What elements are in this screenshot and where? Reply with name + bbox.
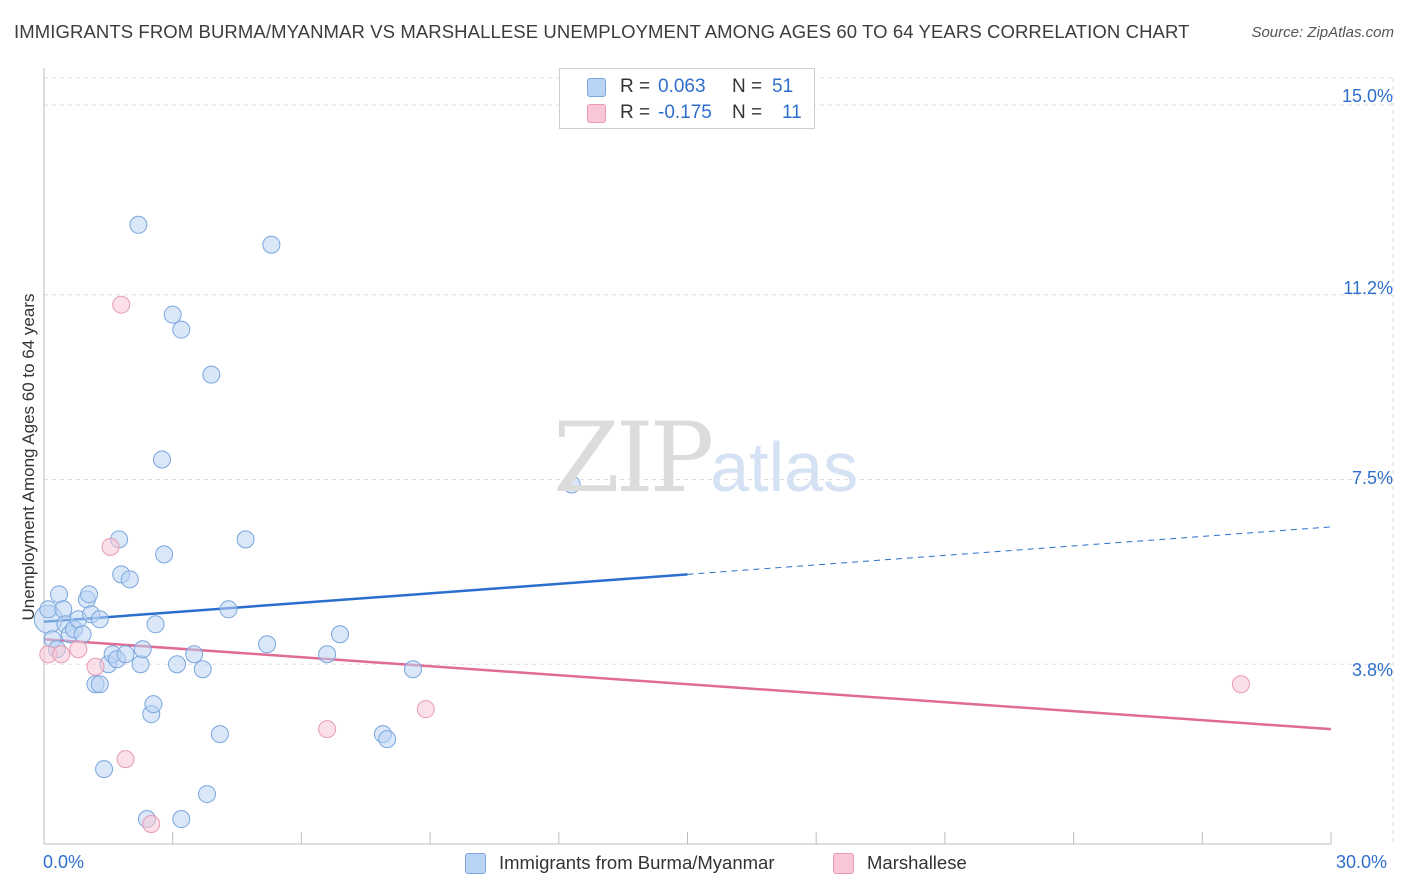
legend-swatch-marshallese bbox=[587, 103, 606, 123]
legend-row-marshallese: R = -0.175 N = 11 bbox=[587, 100, 802, 126]
data-point-burma bbox=[120, 570, 139, 589]
chart-title: IMMIGRANTS FROM BURMA/MYANMAR VS MARSHAL… bbox=[14, 21, 1190, 42]
data-point-burma bbox=[146, 615, 165, 634]
legend-r-value: -0.175 bbox=[658, 102, 712, 123]
data-point-burma bbox=[54, 600, 73, 619]
data-point-burma bbox=[90, 610, 109, 629]
data-point-burma bbox=[198, 785, 217, 804]
data-point-burma bbox=[378, 730, 397, 749]
watermark: ZIPatlas bbox=[553, 402, 858, 514]
y-tick-label: 11.2% bbox=[1343, 278, 1393, 298]
data-point-burma bbox=[129, 215, 148, 234]
bottom-legend-swatch-burma bbox=[465, 852, 486, 874]
legend-r-label: R = bbox=[620, 76, 651, 97]
correlation-legend: R = 0.063 N = 51 R = -0.175 N = 11 bbox=[559, 68, 815, 129]
legend-swatch-burma bbox=[587, 77, 606, 97]
data-point-burma bbox=[73, 625, 92, 644]
data-point-marshallese bbox=[101, 537, 120, 556]
data-point-marshallese bbox=[142, 815, 161, 834]
x-tick-label-max: 30.0% bbox=[1336, 852, 1388, 872]
data-point-marshallese bbox=[318, 720, 337, 739]
y-axis-label: Unemployment Among Ages 60 to 64 years bbox=[19, 293, 38, 621]
data-point-marshallese bbox=[116, 750, 135, 769]
data-point-burma bbox=[50, 585, 69, 604]
data-point-marshallese bbox=[416, 700, 435, 719]
data-point-burma bbox=[318, 645, 337, 664]
data-point-burma bbox=[39, 600, 58, 619]
x-tick-label-min: 0.0% bbox=[43, 852, 85, 872]
data-point-marshallese bbox=[112, 295, 131, 314]
data-point-burma bbox=[90, 675, 109, 694]
legend-n-label: N = bbox=[732, 76, 763, 97]
legend-r-label: R = bbox=[620, 102, 651, 123]
watermark-atlas: atlas bbox=[710, 428, 859, 506]
data-point-marshallese bbox=[69, 640, 88, 659]
legend-r-value: 0.063 bbox=[658, 76, 706, 97]
bottom-legend-label-marshallese: Marshallese bbox=[867, 852, 967, 873]
data-point-burma bbox=[236, 530, 255, 549]
legend-n-value: 11 bbox=[782, 102, 802, 123]
legend-n-label: N = bbox=[732, 102, 763, 123]
data-point-burma bbox=[202, 365, 221, 384]
data-point-burma bbox=[210, 725, 229, 744]
bottom-legend-burma: Immigrants from Burma/Myanmar bbox=[465, 852, 775, 874]
data-point-marshallese bbox=[86, 657, 105, 676]
data-point-burma bbox=[155, 545, 174, 564]
legend-n-value: 51 bbox=[772, 76, 794, 97]
bottom-legend-marshallese: Marshallese bbox=[833, 852, 967, 874]
data-point-burma bbox=[95, 760, 114, 779]
data-point-burma bbox=[80, 585, 99, 604]
data-point-burma bbox=[144, 695, 163, 714]
watermark-zip: ZIP bbox=[553, 402, 714, 514]
y-tick-label: 3.8% bbox=[1351, 660, 1393, 680]
axes bbox=[43, 68, 1332, 845]
y-tick-label: 7.5% bbox=[1351, 468, 1393, 488]
data-point-burma bbox=[403, 660, 422, 679]
trend-line-marshallese bbox=[43, 638, 1332, 731]
data-point-marshallese bbox=[1231, 675, 1250, 694]
data-point-burma bbox=[262, 235, 281, 254]
data-point-burma bbox=[193, 660, 212, 679]
trend-line-burma-extension bbox=[687, 526, 1332, 575]
bottom-legend-label-burma: Immigrants from Burma/Myanmar bbox=[499, 852, 775, 873]
data-point-burma bbox=[163, 305, 182, 324]
data-point-burma bbox=[562, 475, 581, 494]
data-point-burma bbox=[167, 655, 186, 674]
data-point-marshallese bbox=[52, 645, 71, 664]
bottom-legend-swatch-marshallese bbox=[833, 852, 854, 874]
data-point-burma bbox=[331, 625, 350, 644]
trend-lines bbox=[43, 526, 1332, 731]
data-point-burma bbox=[133, 640, 152, 659]
data-point-burma bbox=[116, 645, 135, 664]
trend-line-burma bbox=[43, 573, 688, 624]
y-tick-label: 15.0% bbox=[1341, 86, 1393, 106]
data-point-burma bbox=[258, 635, 277, 654]
data-point-burma bbox=[185, 645, 204, 664]
data-point-burma bbox=[152, 450, 171, 469]
data-point-burma bbox=[131, 655, 150, 674]
data-point-burma bbox=[219, 600, 238, 619]
legend-row-burma: R = 0.063 N = 51 bbox=[587, 74, 793, 100]
data-points bbox=[33, 215, 1250, 834]
data-point-burma bbox=[172, 320, 191, 339]
data-point-burma bbox=[172, 810, 191, 829]
source-label: Source: ZipAtlas.com bbox=[1251, 24, 1394, 41]
